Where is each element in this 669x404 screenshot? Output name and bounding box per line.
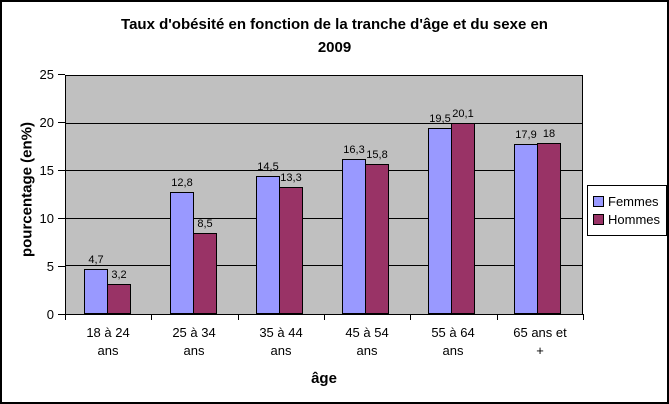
gridline (66, 170, 582, 171)
data-label-femmes-3: 16,3 (343, 144, 365, 156)
bar-hommes-2 (279, 187, 303, 314)
gridline (66, 123, 582, 124)
category-label-5: 65 ans et + (513, 325, 567, 358)
data-label-femmes-2: 14,5 (257, 161, 279, 173)
data-label-hommes-1: 8,5 (197, 218, 213, 230)
y-tick-label: 20 (39, 115, 54, 130)
legend-item-femmes: Femmes (593, 194, 664, 209)
chart-title: Taux d'obésité en fonction de la tranche… (121, 16, 548, 56)
category-label-0: 18 à 24 ans (86, 325, 130, 358)
bar-femmes-1 (170, 192, 194, 314)
y-tick (58, 170, 65, 171)
y-tick (58, 266, 65, 267)
category-label-4: 55 à 64 ans (431, 325, 475, 358)
y-tick-label: 5 (46, 259, 54, 274)
legend-item-hommes: Hommes (593, 212, 664, 227)
y-tick-label: 25 (39, 67, 54, 82)
gridline (66, 218, 582, 219)
y-tick (58, 314, 65, 315)
x-tick (151, 314, 152, 320)
y-tick (58, 218, 65, 219)
gridline (66, 265, 582, 266)
x-tick (583, 314, 584, 320)
data-label-hommes-0: 3,2 (111, 269, 127, 281)
category-label-3: 45 à 54 ans (345, 325, 389, 358)
bar-hommes-1 (193, 233, 217, 314)
bar-femmes-2 (256, 176, 280, 314)
category-label-2: 35 à 44 ans (259, 325, 303, 358)
bar-hommes-0 (107, 284, 131, 314)
y-tick (58, 74, 65, 75)
bar-femmes-5 (514, 144, 538, 314)
y-tick-label: 0 (46, 307, 54, 322)
data-label-femmes-0: 4,7 (88, 254, 104, 266)
y-tick-label: 10 (39, 211, 54, 226)
legend: Femmes Hommes (587, 185, 667, 236)
bar-femmes-3 (342, 159, 366, 314)
data-label-femmes-1: 12,8 (171, 177, 193, 189)
y-tick (58, 122, 65, 123)
bar-femmes-0 (84, 269, 108, 314)
legend-swatch-femmes (593, 196, 604, 207)
data-label-femmes-4: 19,5 (429, 113, 451, 125)
category-label-1: 25 à 34 ans (172, 325, 216, 358)
data-label-hommes-3: 15,8 (366, 149, 388, 161)
data-label-hommes-4: 20,1 (452, 108, 474, 120)
legend-label-femmes: Femmes (608, 194, 659, 209)
data-label-hommes-5: 18 (542, 128, 556, 140)
bar-femmes-4 (428, 128, 452, 314)
x-tick (324, 314, 325, 320)
data-label-femmes-5: 17,9 (515, 129, 537, 141)
bar-hommes-4 (451, 123, 475, 314)
x-tick (65, 314, 66, 320)
x-tick (238, 314, 239, 320)
x-tick (410, 314, 411, 320)
plot-area: 4,7 3,2 12,8 8,5 14,5 13,3 16,3 15,8 19,5 20,1 17,… (65, 75, 583, 315)
bar-hommes-3 (365, 164, 389, 314)
x-tick (497, 314, 498, 320)
bar-hommes-5 (537, 143, 561, 314)
legend-label-hommes: Hommes (608, 212, 661, 227)
y-tick-label: 15 (39, 163, 54, 178)
x-axis-title: âge (311, 370, 337, 387)
legend-swatch-hommes (593, 214, 604, 225)
data-label-hommes-2: 13,3 (280, 172, 302, 184)
